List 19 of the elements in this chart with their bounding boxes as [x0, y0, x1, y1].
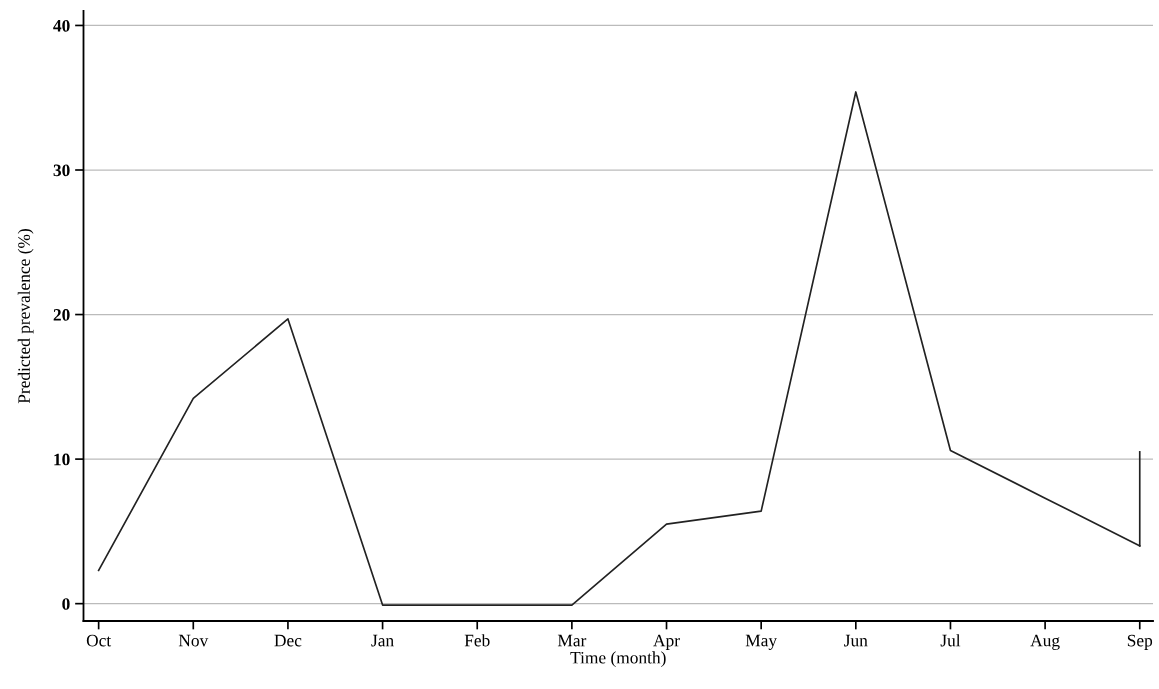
x-tick-label: Nov: [178, 634, 209, 647]
x-tick-label: Sep: [1127, 634, 1153, 650]
y-axis-title: Predicted prevalence (%): [17, 229, 34, 404]
x-tick-label: Feb: [464, 634, 490, 647]
x-tick-label: Aug: [1030, 634, 1060, 650]
x-tick-label: Oct: [86, 634, 112, 647]
y-tick-label: 30: [53, 164, 70, 177]
x-tick-label: Dec: [274, 634, 302, 647]
x-axis-title: Time (month): [570, 651, 666, 668]
y-tick-label: 10: [54, 453, 70, 466]
y-tick-label: 20: [53, 309, 70, 321]
x-tick-label: Jun: [844, 634, 868, 647]
x-tick-label: Jan: [371, 634, 394, 647]
x-tick-label: Mar: [557, 634, 587, 647]
x-tick-label: Jul: [940, 634, 961, 647]
y-tick-label: 0: [62, 598, 70, 610]
x-tick-label: May: [745, 634, 778, 650]
x-tick-label: Apr: [653, 634, 680, 650]
y-tick-label: 40: [53, 19, 70, 32]
